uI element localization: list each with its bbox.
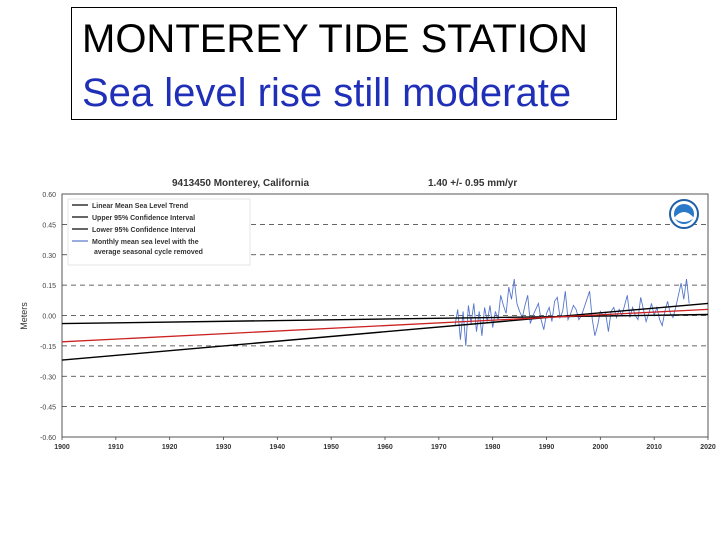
x-tick-label: 1930	[216, 444, 232, 451]
x-tick-label: 2010	[646, 444, 662, 451]
y-tick-label: 0.15	[42, 283, 56, 290]
chart-station-title: 9413450 Monterey, California	[172, 178, 310, 189]
chart-trend-text: 1.40 +/- 0.95 mm/yr	[428, 178, 517, 189]
y-tick-label: -0.60	[40, 435, 56, 442]
series-line-3	[61, 302, 709, 361]
x-tick-label: 1990	[539, 444, 555, 451]
legend-label: Monthly mean sea level with the average s…	[92, 239, 203, 256]
x-tick-label: 1960	[377, 444, 393, 451]
x-tick-label: 1980	[485, 444, 501, 451]
x-tick-label: 1910	[108, 444, 124, 451]
y-axis-label: Meters	[19, 302, 29, 330]
y-tick-label: 0.60	[42, 192, 56, 199]
noaa-logo-icon	[669, 199, 699, 229]
x-tick-label: 2020	[700, 444, 716, 451]
x-tick-label: 1950	[323, 444, 339, 451]
slide-title: MONTEREY TIDE STATION	[82, 17, 588, 61]
legend-box	[67, 198, 251, 266]
y-tick-label: -0.45	[40, 405, 56, 412]
series-line-2	[61, 313, 709, 325]
series-line-1	[61, 308, 709, 343]
y-tick-label: -0.15	[40, 344, 56, 351]
y-tick-label: 0.30	[42, 253, 56, 260]
slide-subtitle: Sea level rise still moderate	[82, 71, 572, 115]
x-tick-label: 2000	[593, 444, 609, 451]
y-tick-label: 0.45	[42, 222, 56, 229]
x-tick-label: 1970	[431, 444, 447, 451]
x-tick-label: 1900	[54, 444, 70, 451]
title-box: MONTEREY TIDE STATION Sea level rise sti…	[71, 7, 617, 120]
legend-label: Linear Mean Sea Level Trend	[92, 203, 188, 210]
y-tick-label: 0.00	[42, 314, 56, 321]
y-tick-label: -0.30	[40, 374, 56, 381]
legend-label: Upper 95% Confidence Interval	[92, 215, 195, 222]
x-tick-label: 1940	[270, 444, 286, 451]
legend-label: Lower 95% Confidence Interval	[92, 227, 196, 234]
x-tick-label: 1920	[162, 444, 178, 451]
